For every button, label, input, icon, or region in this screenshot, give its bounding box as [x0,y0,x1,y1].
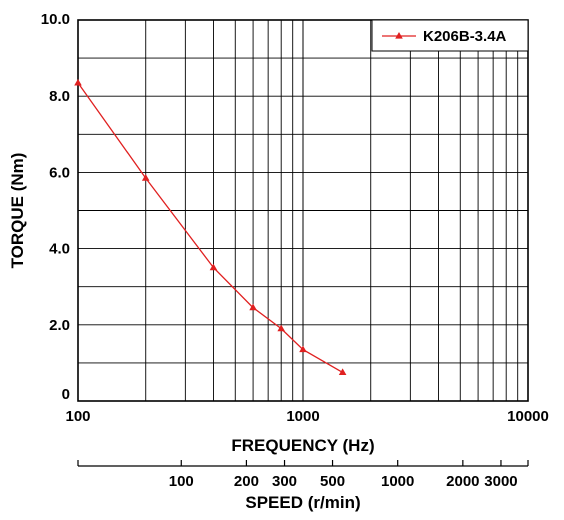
x-axis-title: FREQUENCY (Hz) [231,436,374,455]
y-tick-label: 10.0 [41,11,70,28]
x-tick-label: 10000 [507,408,549,425]
data-point-marker [209,263,218,271]
speed-tick-label: 2000 [446,473,479,490]
legend-marker-icon [395,32,403,39]
speed-tick-label: 1000 [381,473,414,490]
y-axis: 0 2.0 4.0 6.0 8.0 10.0 [41,11,70,403]
speed-tick-label: 100 [169,473,194,490]
speed-tick-label: 200 [234,473,259,490]
x-tick-label: 100 [65,408,90,425]
x-tick-label: 1000 [286,408,319,425]
legend: K206B-3.4A [371,19,529,52]
data-point-marker [74,78,82,86]
data-point-marker [277,324,285,332]
data-point-marker [141,174,150,181]
data-point-marker [338,368,347,376]
speed-tick-label: 500 [320,473,345,490]
plot-frame [77,19,529,402]
y-tick-label: 4.0 [49,241,70,258]
data-point-marker [249,303,257,311]
series-layer [74,78,347,376]
y-tick-label: 6.0 [49,164,70,181]
speed-tick-label: 3000 [484,473,517,490]
data-point-marker [299,345,307,353]
legend-entry: K206B-3.4A [423,28,507,45]
speed-axis-title: SPEED (r/min) [245,493,360,512]
y-tick-label: 8.0 [49,88,70,105]
y-axis-title: TORQUE (Nm) [8,153,27,269]
y-tick-label: 2.0 [49,317,70,334]
y-tick-label: 0 [62,386,70,403]
x-axis-primary: 100 1000 10000 [65,408,548,425]
x-axis-secondary: 100 200 300 500 1000 2000 3000 [77,460,529,490]
grid [78,20,528,401]
speed-tick-label: 300 [272,473,297,490]
